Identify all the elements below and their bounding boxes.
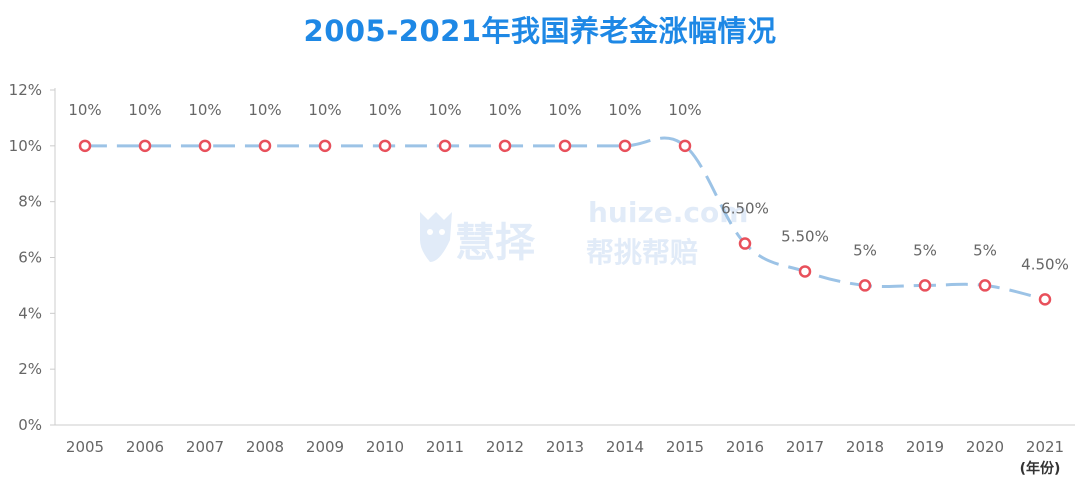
data-point	[198, 139, 212, 153]
watermark: 慧择 huize.com 帮挑帮赔	[420, 196, 748, 269]
y-tick-label: 4%	[18, 304, 42, 322]
data-label: 10%	[308, 101, 341, 119]
x-tick-label: 2015	[666, 438, 704, 456]
data-point	[678, 139, 692, 153]
x-tick-label: 2006	[126, 438, 164, 456]
data-label: 10%	[608, 101, 641, 119]
data-point	[798, 265, 812, 278]
data-point	[498, 139, 512, 153]
x-tick-label: 2016	[726, 438, 764, 456]
data-label: 10%	[128, 101, 161, 119]
data-label: 5%	[853, 241, 877, 259]
data-label: 10%	[368, 101, 401, 119]
watermark-brand: 慧择	[455, 220, 536, 266]
data-point	[978, 279, 992, 292]
y-tick-label: 10%	[9, 137, 42, 155]
data-point	[618, 139, 632, 153]
y-tick-label: 12%	[9, 81, 42, 99]
data-label: 6.50%	[721, 200, 769, 218]
data-labels: 10% 10% 10% 10% 10% 10% 10% 10% 10% 10% 10% 6.50% 5.…	[68, 101, 1069, 274]
x-tick-label: 2020	[966, 438, 1004, 456]
series-line	[84, 136, 1046, 301]
x-tick-label: 2010	[366, 438, 404, 456]
data-label: 10%	[68, 101, 101, 119]
chart-title: 2005-2021年我国养老金涨幅情况	[303, 14, 777, 48]
x-tick-labels: 2005 2006 2007 2008 2009 2010 2011 2012 2013 2014…	[66, 438, 1064, 456]
y-tick-label: 6%	[18, 249, 42, 267]
data-point	[438, 139, 452, 153]
x-tick-label: 2017	[786, 438, 824, 456]
x-tick-label: 2008	[246, 438, 284, 456]
data-point	[858, 279, 872, 292]
y-tick-label: 8%	[18, 193, 42, 211]
data-label: 5%	[913, 241, 937, 259]
data-label: 5.50%	[781, 227, 829, 245]
data-point	[138, 139, 152, 153]
data-point	[918, 279, 932, 292]
data-point	[78, 139, 92, 153]
data-label: 4.50%	[1021, 255, 1069, 273]
x-tick-label: 2007	[186, 438, 224, 456]
data-label: 10%	[668, 101, 701, 119]
data-point	[558, 139, 572, 153]
series-markers	[78, 139, 1052, 306]
data-point	[318, 139, 332, 153]
data-point	[738, 237, 752, 250]
data-label: 10%	[188, 101, 221, 119]
x-tick-label: 2012	[486, 438, 524, 456]
data-label: 10%	[548, 101, 581, 119]
data-label: 5%	[973, 241, 997, 259]
data-point	[1038, 293, 1052, 306]
data-label: 10%	[488, 101, 521, 119]
x-tick-label: 2005	[66, 438, 104, 456]
x-tick-label: 2014	[606, 438, 644, 456]
x-tick-label: 2011	[426, 438, 464, 456]
cow-logo-icon	[420, 212, 452, 262]
watermark-domain: huize.com	[588, 196, 748, 229]
x-tick-label: 2013	[546, 438, 584, 456]
watermark-slogan: 帮挑帮赔	[586, 236, 698, 269]
data-point	[378, 139, 392, 153]
data-label: 10%	[428, 101, 461, 119]
x-tick-label: 2021	[1026, 438, 1064, 456]
y-tick-label: 2%	[18, 360, 42, 378]
x-axis-title: (年份)	[1020, 460, 1061, 477]
x-tick-label: 2019	[906, 438, 944, 456]
y-tick-label: 0%	[18, 416, 42, 434]
x-tick-label: 2009	[306, 438, 344, 456]
data-label: 10%	[248, 101, 281, 119]
data-point	[258, 139, 272, 153]
y-tick-labels: 0% 2% 4% 6% 8% 10% 12%	[9, 81, 55, 434]
x-tick-label: 2018	[846, 438, 884, 456]
